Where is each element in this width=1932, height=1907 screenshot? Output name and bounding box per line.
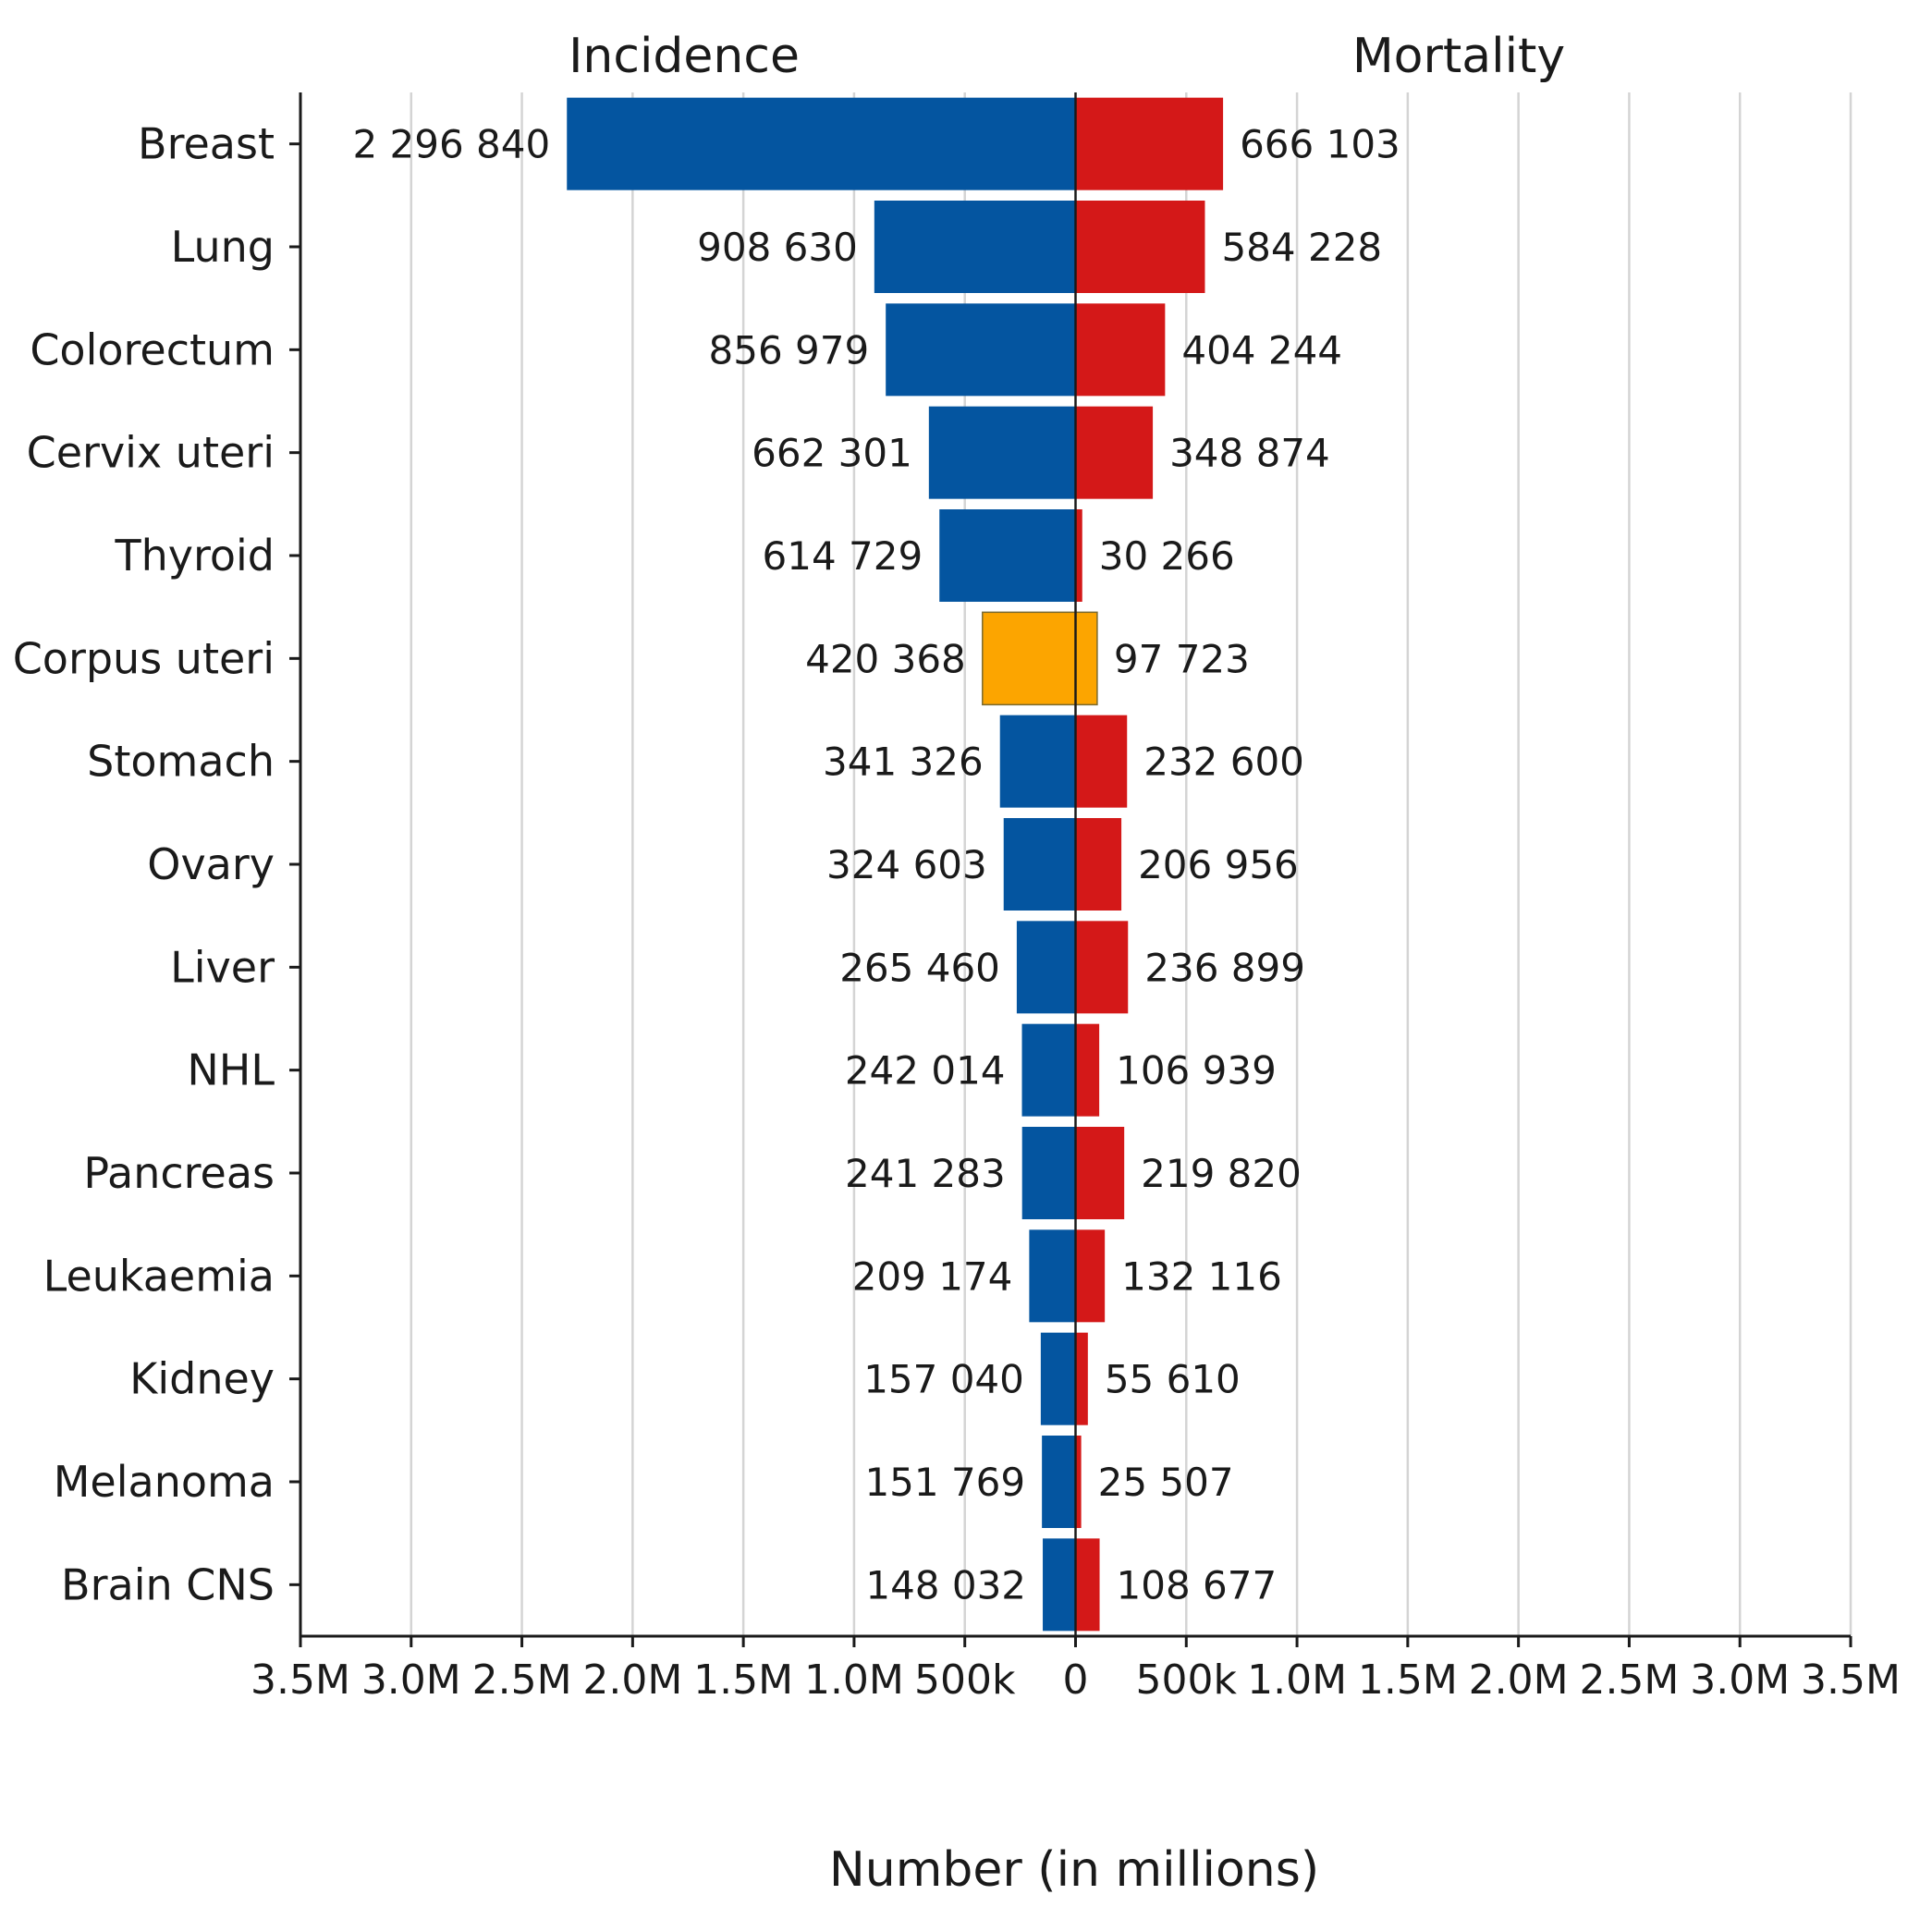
mortality-value-label: 132 116 [1121,1253,1282,1299]
incidence-value-label: 324 603 [826,842,987,887]
mortality-bar [1075,715,1128,808]
mortality-bar [1075,1332,1088,1425]
x-tick-label: 3.5M [251,1656,350,1704]
x-tick-label: 3.0M [361,1656,461,1704]
incidence-value-label: 157 040 [863,1357,1024,1402]
x-tick-label: 3.0M [1690,1656,1790,1704]
axes [289,92,1853,1647]
mortality-value-label: 206 956 [1138,842,1299,887]
incidence-value-label: 856 979 [709,327,870,373]
mortality-bar [1074,611,1098,706]
category-label: Thyroid [115,531,275,581]
mortality-value-label: 25 507 [1098,1460,1234,1505]
category-label: Kidney [129,1354,275,1404]
mortality-value-label: 348 874 [1169,431,1330,476]
mortality-value-label: 219 820 [1141,1151,1302,1196]
x-tick-label: 3.5M [1801,1656,1901,1704]
incidence-bar [999,715,1076,808]
x-tick-label: 0 [1063,1656,1089,1704]
mortality-value-label: 232 600 [1143,740,1304,785]
incidence-value-label: 242 014 [845,1048,1006,1094]
mortality-value-label: 666 103 [1240,122,1400,167]
incidence-value-label: 209 174 [852,1253,1013,1299]
incidence-value-label: 148 032 [865,1562,1026,1608]
category-label: Stomach [87,737,275,787]
incidence-bar [1043,1538,1076,1632]
category-label: Cervix uteri [27,428,275,478]
incidence-bar [567,97,1076,190]
incidence-bar [939,509,1076,602]
mortality-bar [1075,509,1082,602]
incidence-value-label: 614 729 [763,533,923,579]
incidence-bar [1042,1436,1076,1528]
category-label: Breast [138,119,275,169]
incidence-value-label: 420 368 [805,636,966,681]
incidence-bar [1021,1023,1076,1117]
x-tick-label: 500k [914,1656,1016,1704]
mortality-bar [1075,818,1122,911]
mortality-bar [1075,1538,1100,1632]
mortality-value-label: 404 244 [1181,327,1342,373]
incidence-value-label: 241 283 [845,1151,1006,1196]
category-label: Ovary [147,839,275,889]
mortality-bar [1075,921,1129,1014]
incidence-bar [928,406,1076,499]
incidence-bar [1016,921,1076,1014]
incidence-value-label: 908 630 [697,225,858,270]
mortality-bar [1075,406,1154,499]
incidence-value-label: 341 326 [823,740,984,785]
x-tick-label: 1.5M [1358,1656,1458,1704]
category-label: Leukaemia [43,1251,275,1301]
incidence-bar [886,303,1076,397]
category-label: Corpus uteri [13,633,275,683]
x-axis-title: Number (in millions) [829,1842,1319,1898]
mortality-value-label: 236 899 [1144,945,1305,990]
incidence-panel-title: Incidence [569,29,800,84]
incidence-value-label: 265 460 [839,945,1000,990]
category-label: Melanoma [54,1457,275,1507]
x-tick-label: 2.5M [1579,1656,1679,1704]
category-label: Liver [170,942,275,992]
category-label: Colorectum [30,324,275,374]
incidence-bar [874,201,1076,293]
category-label: NHL [187,1045,275,1095]
mortality-bar [1075,1436,1082,1528]
x-tick-label: 1.0M [804,1656,904,1704]
x-tick-label: 1.0M [1247,1656,1347,1704]
incidence-value-label: 662 301 [752,431,912,476]
mortality-bar [1075,303,1166,397]
x-tick-label: 2.5M [472,1656,572,1704]
mortality-panel-title: Mortality [1352,29,1565,84]
category-label: Pancreas [83,1148,275,1198]
bars [567,97,1224,1632]
incidence-bar [1021,1127,1076,1219]
mortality-value-label: 30 266 [1099,533,1235,579]
x-tick-label: 2.0M [1469,1656,1569,1704]
mortality-value-label: 55 610 [1105,1357,1241,1402]
category-label: Lung [171,222,275,272]
mortality-value-label: 106 939 [1116,1048,1277,1094]
x-tick-label: 2.0M [582,1656,682,1704]
mortality-value-label: 97 723 [1114,636,1250,681]
category-label: Brain CNS [61,1559,275,1609]
incidence-value-label: 2 296 840 [352,122,550,167]
mortality-bar [1075,1127,1125,1219]
mortality-value-label: 108 677 [1117,1562,1278,1608]
incidence-value-label: 151 769 [864,1460,1025,1505]
mortality-bar [1075,1023,1100,1117]
x-tick-label: 1.5M [693,1656,793,1704]
mortality-bar [1075,1229,1106,1323]
mortality-bar [1075,201,1205,293]
mortality-value-label: 584 228 [1221,225,1382,270]
mortality-bar [1075,97,1224,190]
x-tick-label: 500k [1136,1656,1238,1704]
incidence-bar [1003,818,1076,911]
incidence-bar [1040,1332,1076,1425]
labels: 2 296 840 666 103 Breast 908 630 584 228 Lung… [13,119,1901,1704]
incidence-bar [1029,1229,1076,1323]
incidence-bar [982,611,1077,706]
